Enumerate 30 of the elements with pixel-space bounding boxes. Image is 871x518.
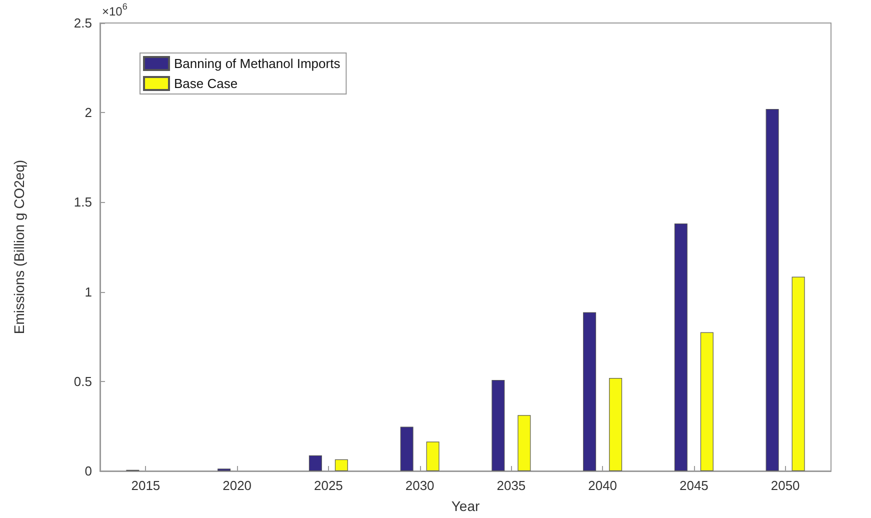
bar (334, 459, 348, 471)
y-tick-label: 0 (84, 464, 92, 478)
x-tick-label: 2025 (314, 478, 343, 493)
bar (792, 276, 805, 471)
x-tick-label: 2040 (588, 478, 618, 493)
y-tick-label: 2 (84, 105, 92, 120)
bar (518, 415, 531, 471)
x-tick-label: 2030 (405, 478, 434, 493)
bar (400, 426, 414, 471)
bar (426, 442, 440, 471)
y-tick-label: 1 (84, 284, 92, 300)
bar (674, 224, 688, 471)
legend-label: Banning of Methanol Imports (174, 56, 341, 71)
bar (766, 109, 779, 471)
x-tick-label: 2050 (770, 478, 800, 493)
bar (492, 380, 505, 471)
bar (700, 332, 714, 471)
bar (609, 378, 622, 471)
y-tick-label: 0.5 (74, 374, 92, 389)
bar (583, 312, 596, 471)
x-tick-label: 2035 (496, 478, 526, 493)
x-tick-label: 2020 (222, 478, 252, 493)
x-axis-title: Year (451, 498, 480, 514)
y-tick-label: 1.5 (74, 194, 92, 210)
legend-label: Base Case (174, 76, 238, 91)
bar (308, 455, 322, 471)
y-tick-label: 2.5 (74, 16, 92, 30)
x-tick-label: 2015 (131, 478, 160, 493)
x-tick-label: 2045 (679, 478, 708, 493)
y-axis-title: Emissions (Billion g CO2eq) (11, 160, 27, 334)
